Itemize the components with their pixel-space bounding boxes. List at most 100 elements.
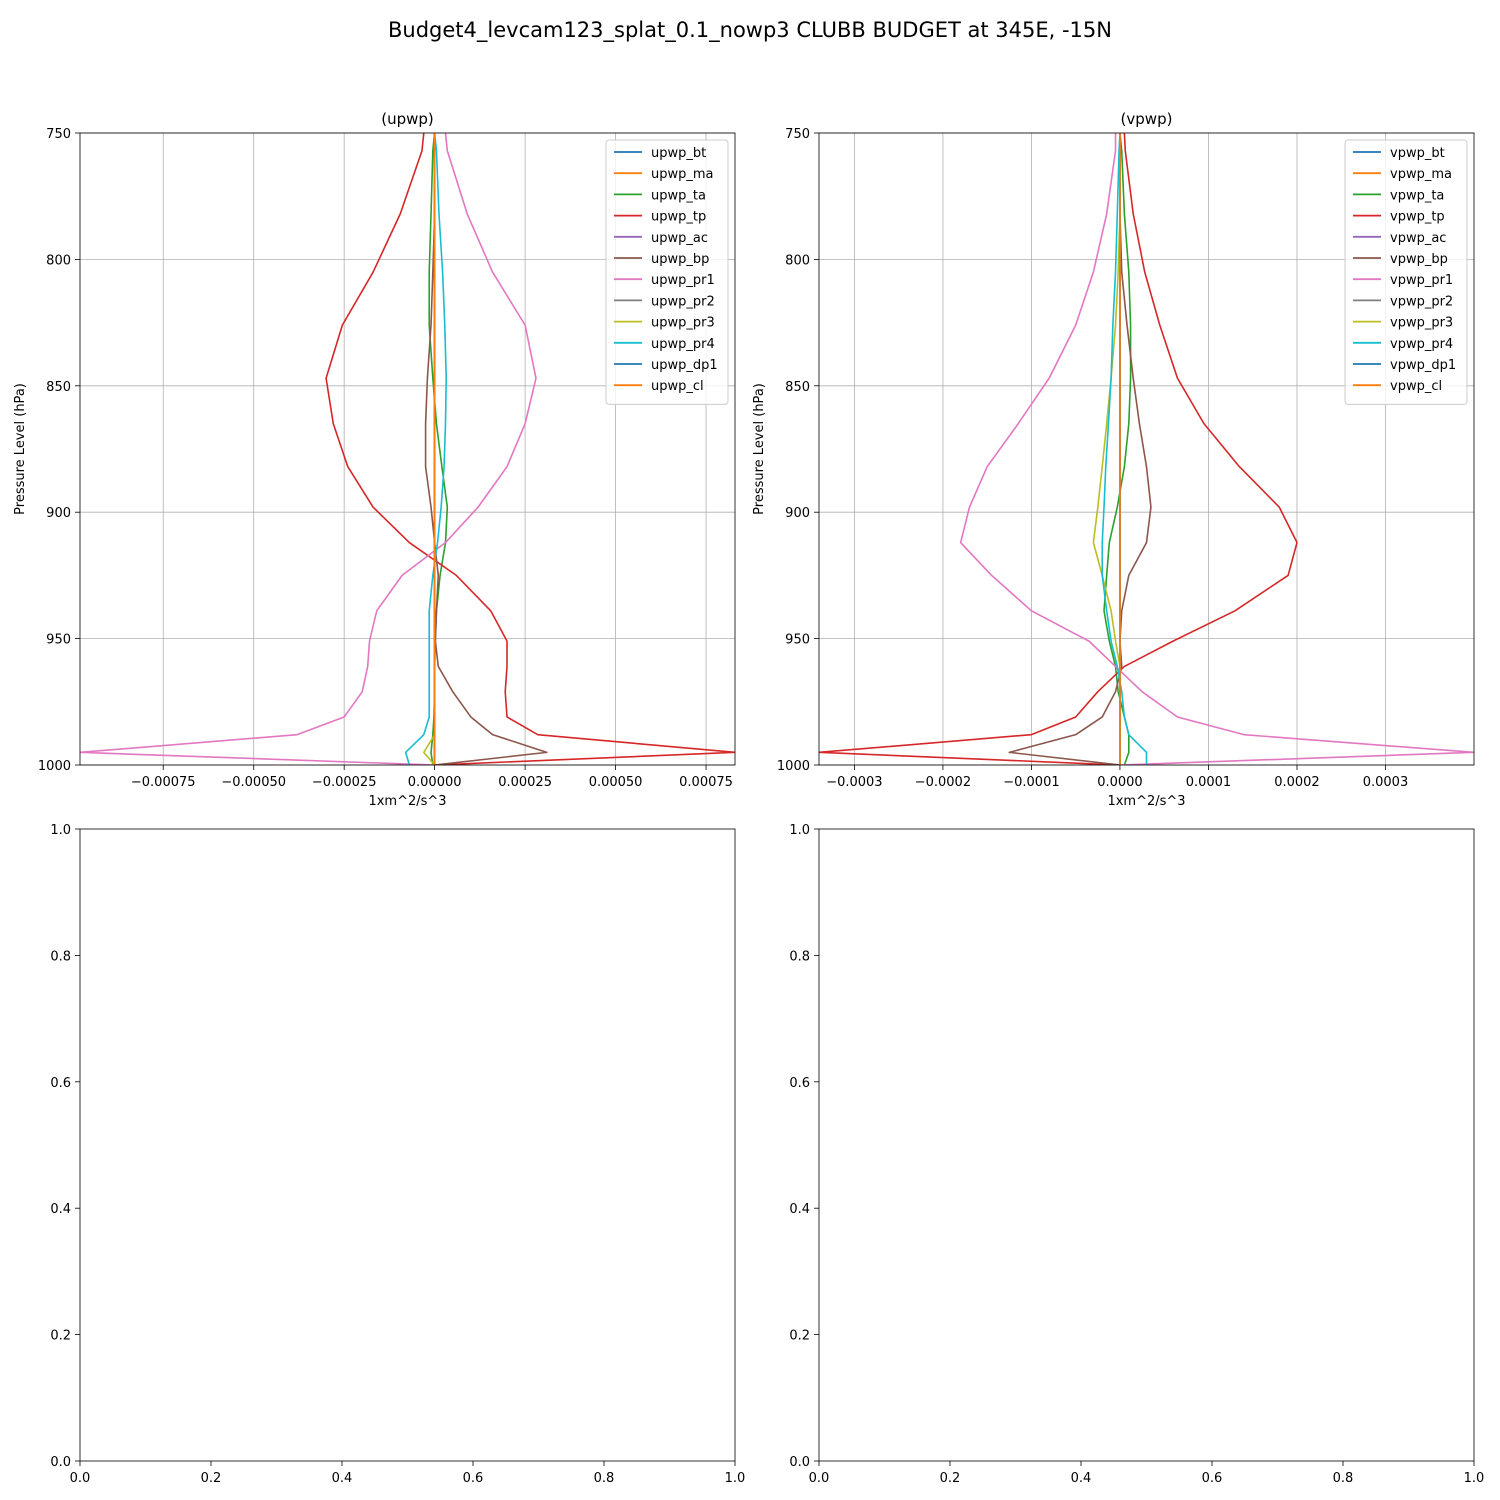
legend-label-vpwp_pr4: vpwp_pr4	[1390, 337, 1453, 352]
y-tick-label: 750	[785, 127, 810, 142]
y-tick-label: 0.0	[50, 1455, 71, 1470]
legend-label-upwp_ma: upwp_ma	[651, 167, 714, 182]
series-line-vpwp_pr1	[959, 133, 1474, 765]
figure-title: Budget4_levcam123_splat_0.1_nowp3 CLUBB …	[388, 18, 1112, 43]
legend-label-upwp_bt: upwp_bt	[651, 146, 706, 161]
x-tick-label: 0.0001	[1186, 775, 1232, 790]
x-tick-label: 0.4	[1071, 1471, 1092, 1486]
axes-frame	[79, 132, 736, 766]
y-tick-label: 0.2	[789, 1329, 810, 1344]
y-tick-label: 850	[46, 380, 71, 395]
legend-label-vpwp_cl: vpwp_cl	[1390, 379, 1442, 394]
upwp-panel: −0.00075 −0.00050 −0.00025 0.00000 0.00025 0.…	[13, 110, 736, 809]
series-line-vpwp_bp	[1008, 133, 1152, 765]
y-tick-label: 800	[785, 253, 810, 268]
empty-panel-bottom-left: 0.0 0.2 0.4 0.6 0.8 1.0 0.0 0.2 0.4 0.6 0.8 1.0	[50, 823, 745, 1486]
legend-label-upwp_bp: upwp_bp	[651, 252, 709, 267]
x-tick-label: −0.00025	[312, 775, 377, 790]
legend-box	[1344, 139, 1468, 405]
y-tick-label: 0.6	[50, 1076, 71, 1091]
legend-label-vpwp_bp: vpwp_bp	[1390, 252, 1448, 267]
y-tick-label: 1000	[38, 759, 71, 774]
x-tick-label: 0.8	[594, 1471, 615, 1486]
legend-label-vpwp_pr3: vpwp_pr3	[1390, 316, 1453, 331]
y-tick-label: 950	[785, 633, 810, 648]
series-line-upwp_tp	[325, 133, 735, 765]
axes-frame	[79, 828, 736, 1462]
y-tick-label: 0.8	[789, 949, 810, 964]
legend-label-vpwp_dp1: vpwp_dp1	[1390, 358, 1456, 373]
legend-label-upwp_pr1: upwp_pr1	[651, 273, 715, 288]
series-line-vpwp_tp	[819, 133, 1298, 765]
legend-box	[605, 139, 729, 405]
y-tick-label: 0.0	[789, 1455, 810, 1470]
axes-frame	[818, 132, 1475, 766]
x-tick-label: 0.0002	[1274, 775, 1320, 790]
x-tick-label: 1.0	[725, 1471, 746, 1486]
y-tick-label: 1.0	[789, 823, 810, 838]
x-tick-label: 0.0	[809, 1471, 830, 1486]
series-line-vpwp_pr4	[1101, 133, 1148, 765]
series-line-upwp_pr1	[80, 133, 537, 765]
legend-label-upwp_tp: upwp_tp	[651, 210, 706, 225]
x-tick-label: 0.0	[70, 1471, 91, 1486]
axes-title: (upwp)	[381, 110, 434, 128]
legend-label-upwp_pr3: upwp_pr3	[651, 316, 715, 331]
x-tick-label: 0.00025	[498, 775, 552, 790]
legend-label-vpwp_ma: vpwp_ma	[1390, 167, 1452, 182]
y-tick-label: 1000	[777, 759, 810, 774]
legend: upwp_bt upwp_ma upwp_ta upwp_tp upwp_ac upwp_…	[605, 139, 729, 405]
legend-label-upwp_cl: upwp_cl	[651, 379, 704, 394]
y-axis-label: Pressure Level (hPa)	[752, 383, 767, 515]
x-tick-label: −0.00050	[221, 775, 286, 790]
x-tick-label: 1.0	[1464, 1471, 1485, 1486]
x-tick-label: 0.0003	[1363, 775, 1409, 790]
x-tick-label: 0.2	[201, 1471, 222, 1486]
x-tick-label: 0.6	[1202, 1471, 1223, 1486]
legend-label-upwp_pr2: upwp_pr2	[651, 294, 715, 309]
axes-frame	[818, 828, 1475, 1462]
y-tick-label: 800	[46, 253, 71, 268]
vpwp-panel: −0.0003 −0.0002 −0.0001 0.0000 0.0001 0.0002 0…	[752, 110, 1475, 809]
y-tick-label: 0.8	[50, 949, 71, 964]
x-tick-label: −0.0001	[1003, 775, 1059, 790]
x-axis-label: 1xm^2/s^3	[368, 794, 446, 809]
legend-label-upwp_dp1: upwp_dp1	[651, 358, 718, 373]
x-tick-label: 0.6	[463, 1471, 484, 1486]
legend-label-upwp_ac: upwp_ac	[651, 231, 708, 246]
x-tick-label: −0.0003	[826, 775, 882, 790]
legend-label-vpwp_ac: vpwp_ac	[1390, 231, 1446, 246]
y-tick-label: 0.4	[789, 1202, 810, 1217]
y-tick-label: 850	[785, 380, 810, 395]
x-tick-label: 0.00000	[408, 775, 462, 790]
x-tick-label: 0.8	[1333, 1471, 1354, 1486]
legend-label-vpwp_bt: vpwp_bt	[1390, 146, 1445, 161]
x-tick-label: 0.00075	[679, 775, 733, 790]
legend-label-vpwp_tp: vpwp_tp	[1390, 210, 1445, 225]
legend-label-upwp_ta: upwp_ta	[651, 188, 706, 203]
y-tick-label: 900	[46, 506, 71, 521]
x-axis-label: 1xm^2/s^3	[1107, 794, 1185, 809]
series-line-upwp_pr4	[404, 133, 448, 765]
series-line-upwp_bp	[424, 133, 548, 765]
y-axis-label: Pressure Level (hPa)	[13, 383, 28, 515]
empty-panel-bottom-right: 0.0 0.2 0.4 0.6 0.8 1.0 0.0 0.2 0.4 0.6 0.8 1.0	[789, 823, 1484, 1486]
y-tick-label: 0.6	[789, 1076, 810, 1091]
x-tick-label: 0.2	[940, 1471, 961, 1486]
legend-label-vpwp_pr1: vpwp_pr1	[1390, 273, 1453, 288]
legend-label-upwp_pr4: upwp_pr4	[651, 337, 715, 352]
y-tick-label: 950	[46, 633, 71, 648]
y-tick-label: 1.0	[50, 823, 71, 838]
axes-title: (vpwp)	[1121, 110, 1173, 128]
x-tick-label: −0.0002	[915, 775, 971, 790]
y-tick-label: 900	[785, 506, 810, 521]
x-tick-label: −0.00075	[131, 775, 196, 790]
legend-label-vpwp_ta: vpwp_ta	[1390, 188, 1444, 203]
legend-label-vpwp_pr2: vpwp_pr2	[1390, 294, 1453, 309]
x-tick-label: 0.4	[332, 1471, 353, 1486]
x-tick-label: 0.00050	[589, 775, 643, 790]
x-tick-label: 0.0000	[1097, 775, 1143, 790]
y-tick-label: 0.2	[50, 1329, 71, 1344]
legend: vpwp_bt vpwp_ma vpwp_ta vpwp_tp vpwp_ac vpwp_…	[1344, 139, 1468, 405]
